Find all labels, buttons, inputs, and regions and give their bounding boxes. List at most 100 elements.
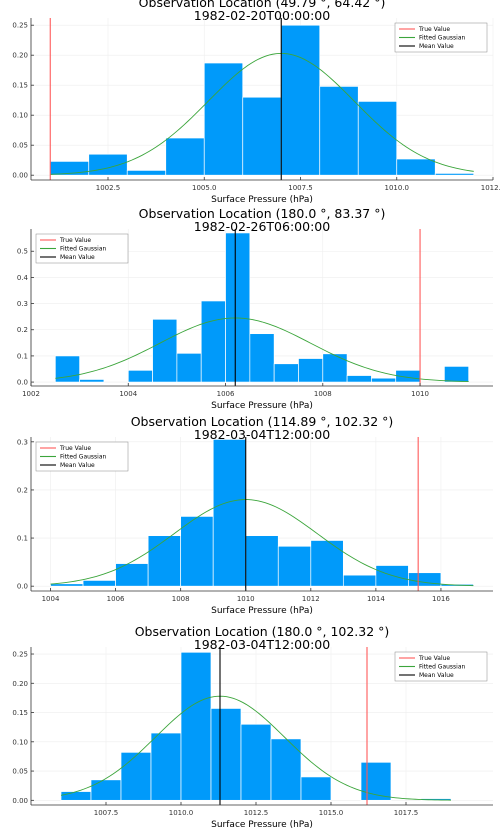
histogram-bar — [346, 375, 372, 383]
y-tick-label: 0.1 — [17, 352, 28, 360]
y-tick-label: 0.3 — [17, 300, 28, 308]
y-tick-label: 0.2 — [17, 326, 28, 334]
x-tick-label: 1007.5 — [94, 809, 119, 817]
y-tick-label: 0.05 — [12, 768, 28, 776]
histogram-bar — [434, 173, 475, 176]
histogram-bar — [50, 583, 84, 587]
y-tick-label: 0.1 — [17, 535, 28, 543]
histogram-bar — [147, 535, 182, 587]
histogram-bar — [357, 101, 398, 176]
histogram-bars — [50, 439, 474, 587]
y-tick-label: 0.3 — [17, 438, 28, 446]
histogram-bar — [371, 377, 397, 383]
histogram-bar — [242, 96, 282, 176]
x-tick-label: 1010 — [237, 595, 255, 603]
legend-true-value-label: True Value — [418, 655, 450, 662]
histogram-bars — [49, 24, 475, 176]
histogram-bar — [408, 572, 442, 587]
histogram-bar — [240, 723, 272, 801]
histogram-bar — [273, 363, 299, 383]
x-tick-label: 1015.0 — [319, 809, 344, 817]
y-tick-label: 0.4 — [17, 274, 29, 282]
y-tick-label: 0.0 — [17, 583, 28, 591]
x-tick-label: 1002 — [22, 390, 40, 398]
y-tick-label: 0.0 — [17, 379, 28, 387]
x-axis-label: Surface Pressure (hPa) — [211, 195, 313, 205]
chart-subtitle: 1982-03-04T12:00:00 — [194, 427, 330, 442]
legend-true-value-label: True Value — [59, 237, 91, 244]
legend-fitted-gaussian-label: Fitted Gaussian — [419, 664, 466, 671]
x-tick-label: 1010.0 — [385, 184, 410, 192]
y-tick-label: 0.2 — [17, 486, 28, 494]
x-tick-label: 1016 — [432, 595, 450, 603]
x-tick-label: 1012.5 — [481, 184, 500, 192]
legend-true-value-label: True Value — [418, 26, 450, 33]
histogram-bar — [165, 137, 205, 176]
histogram-bar — [360, 761, 392, 801]
histogram-bar — [203, 62, 244, 176]
legend-fitted-gaussian-label: Fitted Gaussian — [419, 35, 466, 42]
x-tick-label: 1002.5 — [96, 184, 121, 192]
histogram-bar — [176, 352, 202, 383]
histogram-bar — [120, 751, 152, 801]
legend-fitted-gaussian-label: Fitted Gaussian — [60, 246, 107, 253]
fitted-gaussian-line — [50, 499, 474, 587]
histogram-bar — [310, 540, 344, 587]
x-tick-label: 1012 — [302, 595, 320, 603]
y-tick-label: 0.25 — [12, 22, 28, 30]
histogram-bar — [60, 791, 92, 801]
histogram-bars — [60, 651, 452, 801]
histogram-bar — [79, 379, 105, 383]
legend-mean-value-label: Mean Value — [419, 672, 454, 679]
chart-panel-3: Observation Location (114.89 °, 102.32 °… — [17, 414, 493, 616]
histogram-bar — [90, 779, 122, 801]
histogram-bar — [225, 232, 251, 383]
histogram-bar — [396, 158, 436, 176]
x-axis-label: Surface Pressure (hPa) — [211, 820, 313, 829]
histogram-bar — [126, 170, 167, 176]
chart-subtitle: 1982-03-04T12:00:00 — [194, 637, 330, 652]
x-tick-label: 1006 — [217, 390, 235, 398]
histogram-bar — [150, 732, 182, 801]
x-tick-label: 1017.5 — [394, 809, 419, 817]
fitted-gaussian-line — [50, 52, 474, 175]
histogram-bar — [444, 366, 470, 383]
x-tick-label: 1012.5 — [244, 809, 269, 817]
histogram-bar — [319, 86, 359, 176]
histogram-bar — [210, 708, 242, 801]
y-tick-label: 0.20 — [12, 680, 28, 688]
legend-mean-value-label: Mean Value — [60, 254, 95, 261]
legend-true-value-label: True Value — [59, 445, 91, 452]
x-tick-label: 1005.0 — [192, 184, 217, 192]
histogram-bar — [180, 651, 212, 801]
histogram-bar — [88, 153, 128, 176]
x-tick-label: 1014 — [367, 595, 385, 603]
x-tick-label: 1006 — [107, 595, 125, 603]
x-tick-label: 1004 — [42, 595, 60, 603]
y-tick-label: 0.00 — [12, 797, 28, 805]
histogram-bar — [270, 738, 302, 801]
y-tick-label: 0.5 — [17, 248, 28, 256]
legend-mean-value-label: Mean Value — [419, 43, 454, 50]
chart-title: Observation Location (114.89 °, 102.32 °… — [131, 414, 394, 429]
histogram-bar — [180, 516, 214, 587]
fitted-gaussian-line — [55, 317, 469, 382]
chart-title: Observation Location (180.0 °, 83.37 °) — [139, 206, 386, 221]
x-tick-label: 1007.5 — [288, 184, 313, 192]
histogram-bar — [152, 318, 178, 383]
histogram-bar — [200, 300, 226, 383]
histogram-bar — [127, 369, 153, 383]
histogram-bar — [300, 776, 332, 801]
histogram-bar — [298, 358, 324, 383]
y-tick-label: 0.15 — [12, 82, 28, 90]
histogram-bar — [82, 580, 116, 587]
x-tick-label: 1010.0 — [169, 809, 194, 817]
histogram-bar — [280, 24, 321, 176]
histogram-bar — [322, 353, 348, 383]
chart-panel-4: Observation Location (180.0 °, 102.32 °)… — [12, 624, 493, 830]
chart-title: Observation Location (49.79 °, 64.42 °) — [139, 0, 386, 10]
